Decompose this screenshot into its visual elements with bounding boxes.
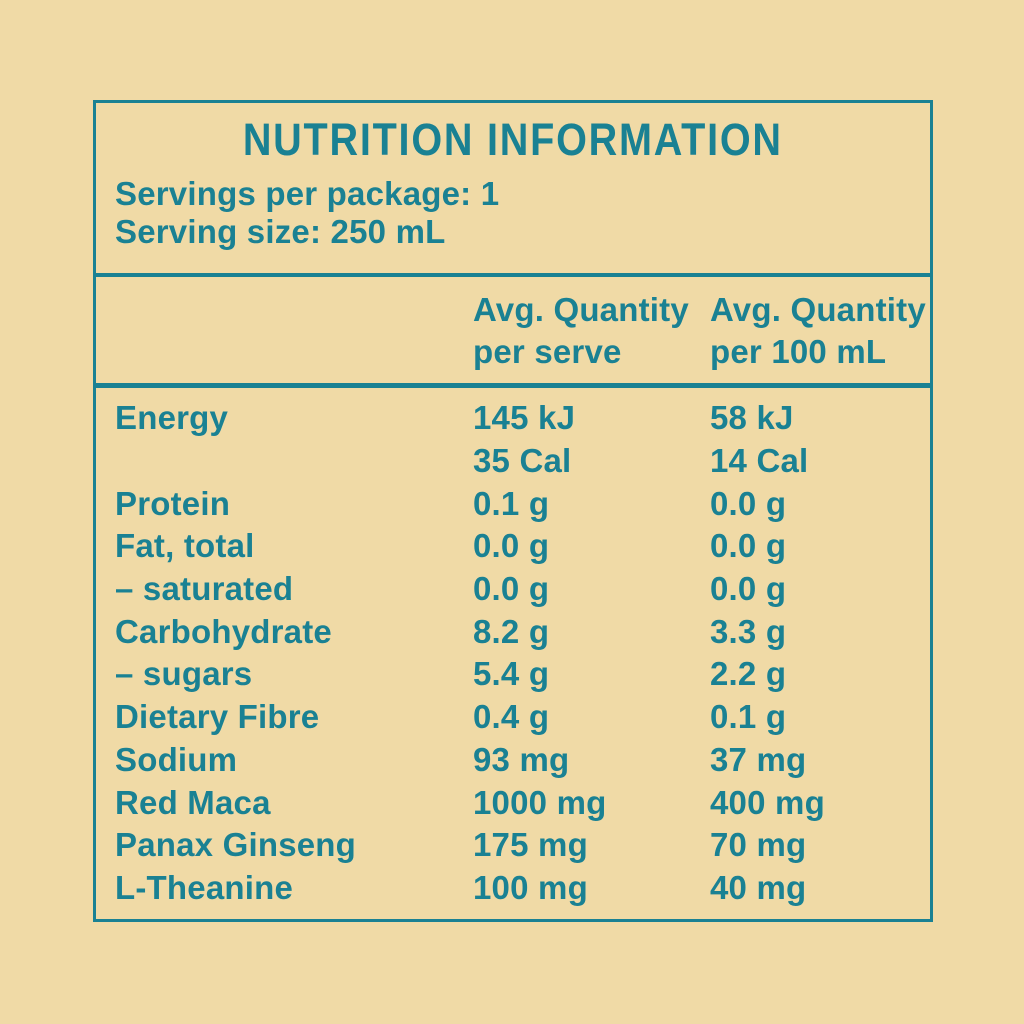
- value-per-100ml: 58 kJ: [710, 399, 794, 437]
- divider-header: [96, 383, 930, 388]
- value-per-serve: 5.4 g: [473, 655, 550, 693]
- divider-top: [96, 273, 930, 277]
- table-row: Dietary Fibre 0.4 g 0.1 g: [96, 696, 930, 739]
- servings-per-package: Servings per package: 1: [115, 175, 500, 212]
- panel-title-row: NUTRITION INFORMATION: [96, 111, 930, 169]
- value-per-serve: 175 mg: [473, 826, 588, 864]
- value-per-serve: 1000 mg: [473, 783, 607, 821]
- value-per-100ml: 37 mg: [710, 740, 807, 778]
- value-per-100ml: 14 Cal: [710, 442, 809, 480]
- nutrient-label: Dietary Fibre: [115, 698, 320, 736]
- value-per-100ml: 40 mg: [710, 868, 807, 906]
- table-row: Panax Ginseng 175 mg 70 mg: [96, 824, 930, 867]
- value-per-serve: 145 kJ: [473, 399, 576, 437]
- nutrient-label: Panax Ginseng: [115, 826, 357, 864]
- value-per-serve: 0.1 g: [473, 484, 550, 522]
- nutrition-panel: NUTRITION INFORMATION Servings per packa…: [93, 100, 933, 922]
- table-row: Red Maca 1000 mg 400 mg: [96, 781, 930, 824]
- column-header-per-serve-line2: per serve: [473, 333, 622, 370]
- column-header-per-serve: Avg. Quantity per serve: [473, 289, 710, 373]
- value-per-serve: 8.2 g: [473, 612, 550, 650]
- table-row: – sugars 5.4 g 2.2 g: [96, 653, 930, 696]
- table-row: Sodium 93 mg 37 mg: [96, 739, 930, 782]
- value-per-100ml: 3.3 g: [710, 612, 787, 650]
- column-header-per-serve-line1: Avg. Quantity: [473, 291, 689, 328]
- nutrient-label: Sodium: [115, 740, 238, 778]
- nutrient-label: Protein: [115, 484, 231, 522]
- nutrient-label: Fat, total: [115, 527, 255, 565]
- serving-size: Serving size: 250 mL: [115, 213, 446, 250]
- value-per-100ml: 0.0 g: [710, 570, 787, 608]
- value-per-serve: 0.0 g: [473, 527, 550, 565]
- value-per-100ml: 400 mg: [710, 783, 825, 821]
- nutrient-label: Red Maca: [115, 783, 271, 821]
- column-headers: Avg. Quantity per serve Avg. Quantity pe…: [96, 289, 930, 373]
- nutrient-label: – sugars: [115, 655, 253, 693]
- value-per-serve: 100 mg: [473, 868, 588, 906]
- table-row: Carbohydrate 8.2 g 3.3 g: [96, 610, 930, 653]
- nutrition-rows: Energy 145 kJ 58 kJ 35 Cal 14 Cal Protei…: [96, 397, 930, 909]
- value-per-100ml: 0.1 g: [710, 698, 787, 736]
- value-per-100ml: 2.2 g: [710, 655, 787, 693]
- serving-info: Servings per package: 1 Serving size: 25…: [115, 175, 911, 251]
- table-row: Energy 145 kJ 58 kJ: [96, 397, 930, 440]
- table-row: – saturated 0.0 g 0.0 g: [96, 568, 930, 611]
- nutrient-label: Carbohydrate: [115, 612, 332, 650]
- nutrient-label: – saturated: [115, 570, 294, 608]
- column-header-per-100ml: Avg. Quantity per 100 mL: [710, 289, 930, 373]
- value-per-serve: 93 mg: [473, 740, 570, 778]
- table-row: 35 Cal 14 Cal: [96, 440, 930, 483]
- column-header-per-100ml-line1: Avg. Quantity: [710, 291, 926, 328]
- value-per-serve: 0.0 g: [473, 570, 550, 608]
- table-row: L-Theanine 100 mg 40 mg: [96, 867, 930, 910]
- value-per-100ml: 0.0 g: [710, 527, 787, 565]
- nutrient-label: Energy: [115, 399, 229, 437]
- value-per-100ml: 0.0 g: [710, 484, 787, 522]
- value-per-serve: 35 Cal: [473, 442, 572, 480]
- value-per-serve: 0.4 g: [473, 698, 550, 736]
- column-header-per-100ml-line2: per 100 mL: [710, 333, 887, 370]
- nutrient-label: L-Theanine: [115, 868, 294, 906]
- table-row: Fat, total 0.0 g 0.0 g: [96, 525, 930, 568]
- panel-title: NUTRITION INFORMATION: [243, 114, 783, 165]
- value-per-100ml: 70 mg: [710, 826, 807, 864]
- table-row: Protein 0.1 g 0.0 g: [96, 482, 930, 525]
- nutrient-column-spacer: [115, 289, 473, 373]
